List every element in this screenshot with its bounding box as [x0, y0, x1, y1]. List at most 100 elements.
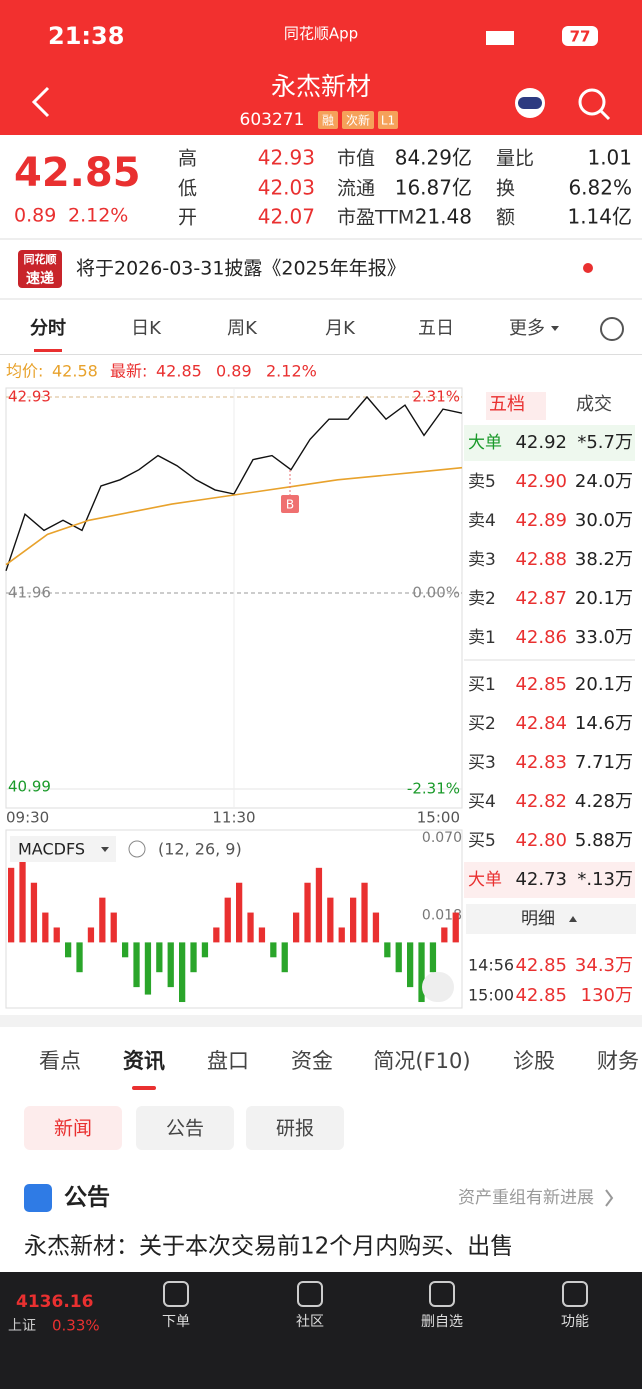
book-volume: 20.1万	[575, 674, 633, 695]
macd-label-bg[interactable]	[10, 836, 116, 862]
info-tab[interactable]: 财务	[597, 1049, 639, 1073]
macd-bar	[452, 912, 459, 943]
news-tab[interactable]: 新闻	[54, 1118, 92, 1140]
info-tab[interactable]: 简况(F10)	[373, 1049, 470, 1073]
stat-label: 低	[178, 178, 197, 200]
macd-bar	[236, 882, 243, 943]
news-tab[interactable]: 研报	[276, 1118, 314, 1140]
robot-face	[518, 97, 542, 109]
tag-bg	[342, 111, 374, 129]
book-volume: 20.1万	[575, 588, 633, 609]
badge-text: 同花顺	[24, 252, 57, 266]
caret	[569, 916, 577, 922]
y-tick-label: 41.96	[8, 584, 51, 602]
macd-bar	[53, 927, 60, 943]
section-link[interactable]: 资产重组有新进展	[458, 1188, 594, 1208]
stat-value: 42.07	[258, 205, 315, 229]
settings-button[interactable]	[600, 317, 624, 341]
macd-bar	[384, 942, 391, 958]
battery-icon	[562, 26, 598, 46]
book-tab[interactable]: 五档	[489, 394, 525, 415]
stat-value: 1.14亿	[567, 205, 632, 229]
index-pct: 0.33%	[52, 1317, 100, 1335]
price-line	[5, 395, 463, 572]
book-volume: 5.88万	[575, 830, 633, 851]
chart-tab[interactable]: 分时	[30, 318, 66, 339]
x-tick-label: 09:30	[6, 809, 49, 827]
book-label: 卖5	[468, 472, 496, 492]
macd-bar	[99, 897, 106, 943]
nav-icon	[429, 1281, 455, 1307]
stat-value: 1.01	[587, 146, 632, 170]
info-tab[interactable]: 看点	[39, 1049, 81, 1073]
stat-value: 6.82%	[568, 176, 632, 200]
change: 0.89	[216, 362, 252, 381]
nav-icon	[562, 1281, 588, 1307]
search-button[interactable]	[578, 88, 606, 116]
tag-bg	[318, 111, 338, 129]
battery: 77	[570, 28, 591, 46]
chart-tab[interactable]: 五日	[418, 318, 454, 339]
macd-bar	[361, 882, 368, 943]
book-price: 42.82	[515, 791, 567, 812]
expand-button[interactable]	[422, 972, 454, 1002]
chip[interactable]	[246, 1106, 344, 1150]
macd-bar	[190, 942, 197, 973]
book-label: 买4	[468, 792, 496, 812]
x-tick-label: 11:30	[212, 809, 255, 827]
book-volume: 14.6万	[575, 713, 633, 734]
info-tab[interactable]: 盘口	[207, 1049, 249, 1073]
index-name: 上证	[8, 1318, 36, 1334]
macd-bar	[258, 927, 266, 943]
avg-line	[5, 466, 463, 566]
price: 42.85	[14, 150, 141, 196]
info-tab[interactable]: 资金	[291, 1049, 333, 1073]
chart-tab[interactable]: 周K	[227, 318, 258, 339]
nav-item[interactable]: 社区	[296, 1314, 324, 1330]
change: 0.89	[14, 205, 56, 227]
stat-value: 42.03	[258, 176, 315, 200]
book-tab[interactable]: 成交	[576, 394, 612, 415]
help-icon	[128, 840, 146, 858]
macd-bar	[281, 942, 288, 973]
nav-item[interactable]: 删自选	[421, 1314, 463, 1330]
nav-item[interactable]: 功能	[561, 1314, 589, 1330]
book-label: 卖4	[468, 511, 496, 531]
macd-bar	[270, 942, 277, 958]
chart-tab[interactable]: 日K	[131, 318, 162, 339]
book-label: 大单	[468, 870, 502, 890]
chart-tab[interactable]: 月K	[325, 318, 356, 339]
tab-active-bg	[486, 392, 546, 420]
news-headline[interactable]: 永杰新材：关于本次交易前12个月内购买、出售	[24, 1234, 513, 1260]
macd-bar	[156, 942, 163, 973]
macd-bar	[418, 942, 425, 1003]
signal-icon	[486, 31, 514, 45]
chip[interactable]	[136, 1106, 234, 1150]
stat-label: 量比	[496, 148, 534, 170]
chip[interactable]	[24, 1106, 122, 1150]
news-tab[interactable]: 公告	[166, 1118, 204, 1140]
macd-bar	[19, 852, 26, 943]
tag-bg	[378, 111, 398, 129]
notice-bg	[0, 240, 642, 296]
status-time: 21:38	[48, 22, 124, 50]
macd-bar	[167, 942, 174, 988]
stat-label: 市值	[337, 148, 375, 170]
macd-bar	[224, 897, 231, 943]
detail-tab[interactable]: 明细	[521, 909, 555, 929]
info-tab[interactable]: 诊股	[513, 1049, 555, 1073]
macd-frame	[5, 829, 463, 1009]
macd-bar	[87, 927, 95, 943]
avg-value: 42.58	[52, 362, 98, 381]
notice-text[interactable]: 将于2026-03-31披露《2025年年报》	[76, 258, 406, 280]
latest-label: 最新:	[110, 362, 147, 381]
macd-title[interactable]: MACDFS	[18, 840, 85, 859]
info-tab[interactable]: 资讯	[123, 1049, 165, 1073]
chart-tab[interactable]: 更多	[509, 318, 545, 339]
back-button[interactable]	[31, 86, 50, 118]
nav-item[interactable]: 下单	[162, 1314, 190, 1330]
search-icon	[599, 109, 611, 121]
macd-bar	[179, 942, 186, 1003]
divider	[0, 1015, 642, 1027]
